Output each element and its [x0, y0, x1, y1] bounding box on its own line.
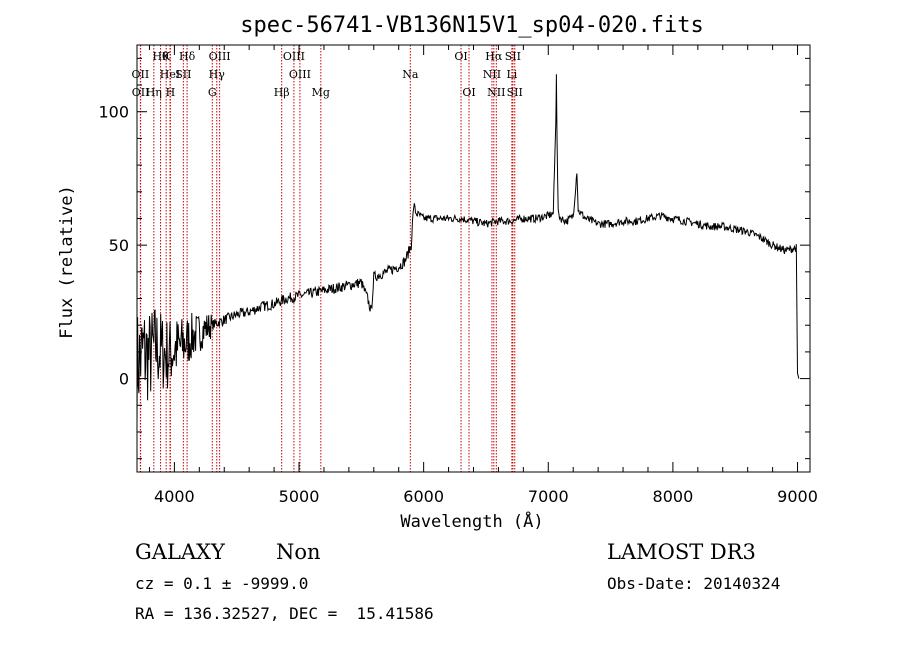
spectral-line-label: OI: [462, 86, 475, 99]
spectral-line-label: OIII: [283, 50, 305, 63]
spectral-line-label: Hθ: [152, 50, 169, 63]
spectral-line-label: NII: [487, 86, 505, 99]
spectral-line-label: SII: [175, 68, 191, 81]
spectral-line-label: OIII: [209, 50, 231, 63]
plot-frame: [136, 44, 811, 473]
spectral-line-label: H: [166, 86, 176, 99]
x-tick-label: 4000: [154, 487, 195, 506]
spectral-line-label: K: [162, 50, 171, 63]
spectral-line-label: OI: [454, 50, 467, 63]
object-class: GALAXY: [135, 540, 225, 564]
spectral-line-label: Mg: [312, 86, 330, 99]
x-tick-label: 9000: [777, 487, 818, 506]
spectral-line-label: Hη: [146, 86, 162, 99]
spectral-line-label: NII: [483, 68, 501, 81]
spectral-line-label: SII: [505, 50, 521, 63]
x-tick-label: 7000: [528, 487, 569, 506]
spectral-line-label: OII: [132, 68, 150, 81]
coordinates: RA = 136.32527, DEC = 15.41586: [135, 604, 434, 623]
redshift-cz: cz = 0.1 ± -9999.0: [135, 574, 309, 593]
y-tick-label: 0: [119, 370, 129, 389]
spectral-line-label: HeI: [160, 68, 180, 81]
spectral-line-label: Hβ: [274, 86, 290, 99]
x-tick-label: 8000: [653, 487, 694, 506]
x-axis-label: Wavelength (Å): [400, 510, 543, 532]
spectral-line-label: Hα: [485, 50, 503, 63]
x-tick-label: 5000: [279, 487, 320, 506]
object-subclass: Non: [276, 540, 321, 564]
spectrum-line: [136, 74, 800, 422]
observation-date: Obs-Date: 20140324: [607, 574, 781, 593]
spectral-line-markers: [139, 45, 516, 472]
chart-title: spec-56741-VB136N15V1_sp04-020.fits: [240, 13, 704, 38]
spectral-line-label: Li: [506, 68, 517, 81]
spectral-line-label: OII: [132, 86, 150, 99]
spectral-line-label: OIII: [289, 68, 311, 81]
spectral-line-label: G: [208, 86, 217, 99]
spectral-line-label: SII: [507, 86, 523, 99]
spectral-line-label: Na: [402, 68, 419, 81]
y-tick-label: 100: [98, 103, 129, 122]
spectral-line-label: Hγ: [209, 68, 226, 81]
y-axis-label: Flux (relative): [57, 185, 77, 339]
survey-name: LAMOST DR3: [607, 540, 756, 564]
spectral-line-label: Hδ: [179, 50, 196, 63]
y-tick-label: 50: [109, 236, 129, 255]
axis-ticks: 4000 5000 6000 7000 8000 9000 0 50 100: [98, 45, 818, 506]
x-tick-label: 6000: [403, 487, 444, 506]
